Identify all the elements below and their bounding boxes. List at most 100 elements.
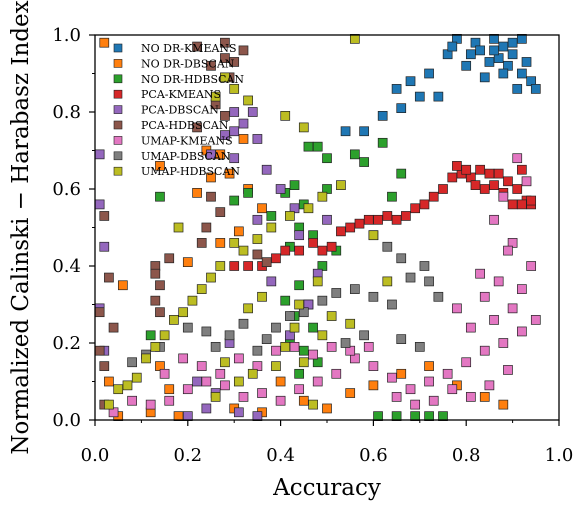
marker-no-dr-dbscan-31	[182, 257, 193, 267]
marker-umap-hdbscan-38	[220, 357, 230, 368]
marker-umap-hdbscan-27	[104, 399, 114, 410]
marker-pca-dbscan-26	[247, 107, 258, 117]
marker-no-dr-dbscan-30	[215, 238, 226, 248]
marker-pca-kmeans-35	[479, 184, 490, 194]
marker-no-dr-kmeans-4	[517, 68, 527, 79]
marker-pca-kmeans-20	[336, 226, 346, 237]
marker-no-dr-hdbscan-28	[391, 411, 402, 421]
marker-no-dr-kmeans-3	[507, 49, 518, 60]
marker-umap-kmeans-34	[503, 365, 513, 375]
marker-umap-dbscan-6	[433, 291, 444, 302]
marker-pca-hdbscan-6	[238, 45, 249, 56]
marker-pca-kmeans-23	[308, 238, 318, 248]
marker-pca-hdbscan-10	[206, 191, 216, 202]
marker-umap-kmeans-50	[289, 342, 300, 352]
marker-no-dr-dbscan-28	[173, 411, 184, 421]
marker-no-dr-kmeans-12	[521, 57, 532, 67]
marker-umap-dbscan-20	[201, 326, 212, 337]
marker-no-dr-kmeans-25	[530, 84, 541, 94]
marker-pca-kmeans-19	[345, 222, 356, 233]
marker-pca-dbscan-11	[266, 276, 277, 287]
marker-umap-hdbscan-44	[294, 299, 305, 310]
marker-umap-kmeans-25	[257, 388, 267, 398]
marker-umap-kmeans-24	[275, 395, 286, 406]
marker-umap-hdbscan-41	[345, 318, 356, 329]
marker-pca-hdbscan-18	[99, 211, 110, 221]
marker-pca-dbscan-22	[94, 199, 105, 210]
marker-pca-hdbscan-9	[192, 122, 202, 133]
marker-pca-dbscan-1	[238, 118, 249, 129]
marker-pca-kmeans-40	[526, 195, 537, 206]
marker-umap-dbscan-7	[387, 299, 397, 310]
marker-no-dr-hdbscan-31	[438, 411, 448, 421]
marker-no-dr-kmeans-24	[433, 91, 444, 102]
marker-umap-dbscan-18	[224, 330, 235, 341]
marker-no-dr-kmeans-5	[489, 33, 499, 44]
marker-umap-kmeans-0	[512, 153, 523, 164]
marker-no-dr-hdbscan-21	[359, 157, 369, 167]
marker-umap-kmeans-27	[220, 380, 230, 391]
marker-umap-hdbscan-2	[229, 84, 240, 94]
marker-umap-kmeans-3	[489, 214, 499, 225]
marker-no-dr-dbscan-20	[345, 388, 356, 398]
marker-umap-kmeans-6	[493, 276, 504, 287]
marker-pca-kmeans-39	[517, 164, 527, 175]
marker-umap-hdbscan-43	[312, 276, 323, 287]
marker-pca-hdbscan-26	[261, 257, 272, 267]
marker-umap-kmeans-48	[326, 342, 337, 352]
marker-umap-kmeans-17	[405, 384, 416, 395]
marker-no-dr-hdbscan-1	[312, 141, 323, 152]
marker-umap-dbscan-4	[405, 272, 416, 283]
marker-pca-dbscan-7	[275, 184, 286, 194]
marker-no-dr-kmeans-18	[396, 103, 407, 114]
marker-umap-hdbscan-34	[280, 342, 291, 352]
marker-umap-kmeans-26	[238, 392, 249, 402]
marker-no-dr-kmeans-26	[507, 37, 518, 48]
marker-pca-kmeans-7	[512, 184, 523, 194]
marker-umap-kmeans-57	[159, 368, 170, 379]
marker-pca-hdbscan-23	[99, 361, 110, 371]
x-tick-label: 0.4	[266, 445, 295, 466]
marker-umap-kmeans-42	[526, 261, 537, 271]
marker-no-dr-kmeans-23	[405, 76, 416, 87]
marker-umap-hdbscan-36	[247, 368, 258, 379]
marker-pca-kmeans-32	[507, 199, 518, 210]
marker-no-dr-kmeans-16	[424, 68, 434, 79]
marker-pca-hdbscan-25	[252, 249, 263, 260]
x-tick-label: 1.0	[545, 445, 574, 466]
marker-no-dr-dbscan-10	[233, 226, 244, 237]
marker-umap-kmeans-15	[442, 368, 453, 379]
marker-umap-dbscan-17	[238, 318, 249, 329]
marker-pca-kmeans-3	[475, 164, 485, 175]
marker-pca-kmeans-30	[517, 199, 527, 210]
marker-umap-hdbscan-14	[229, 238, 240, 248]
marker-umap-dbscan-19	[210, 342, 221, 352]
marker-pca-hdbscan-28	[150, 268, 161, 279]
marker-pca-kmeans-15	[382, 211, 393, 221]
marker-pca-kmeans-29	[229, 261, 240, 271]
y-tick-label: 0.2	[52, 333, 81, 354]
marker-umap-kmeans-39	[410, 399, 421, 410]
marker-umap-hdbscan-30	[308, 399, 318, 410]
marker-no-dr-dbscan-22	[396, 368, 407, 379]
marker-pca-kmeans-37	[461, 164, 472, 175]
marker-pca-dbscan-2	[220, 130, 230, 140]
marker-no-dr-hdbscan-22	[377, 137, 388, 148]
legend-swatch	[113, 59, 123, 68]
marker-umap-kmeans-2	[498, 191, 509, 202]
marker-umap-kmeans-19	[368, 361, 379, 371]
marker-umap-hdbscan-8	[317, 191, 328, 202]
marker-no-dr-hdbscan-32	[243, 188, 253, 198]
marker-pca-hdbscan-4	[229, 57, 240, 67]
marker-no-dr-kmeans-27	[489, 45, 499, 56]
marker-pca-kmeans-26	[271, 253, 281, 264]
marker-umap-kmeans-35	[484, 380, 495, 391]
marker-umap-kmeans-12	[498, 338, 509, 348]
marker-pca-kmeans-13	[401, 211, 411, 221]
marker-pca-dbscan-23	[99, 241, 110, 252]
marker-no-dr-dbscan-6	[224, 168, 235, 179]
marker-umap-kmeans-40	[391, 392, 402, 402]
marker-no-dr-hdbscan-29	[410, 411, 421, 421]
y-tick-label: 1.0	[52, 25, 81, 46]
marker-pca-kmeans-0	[447, 172, 458, 183]
